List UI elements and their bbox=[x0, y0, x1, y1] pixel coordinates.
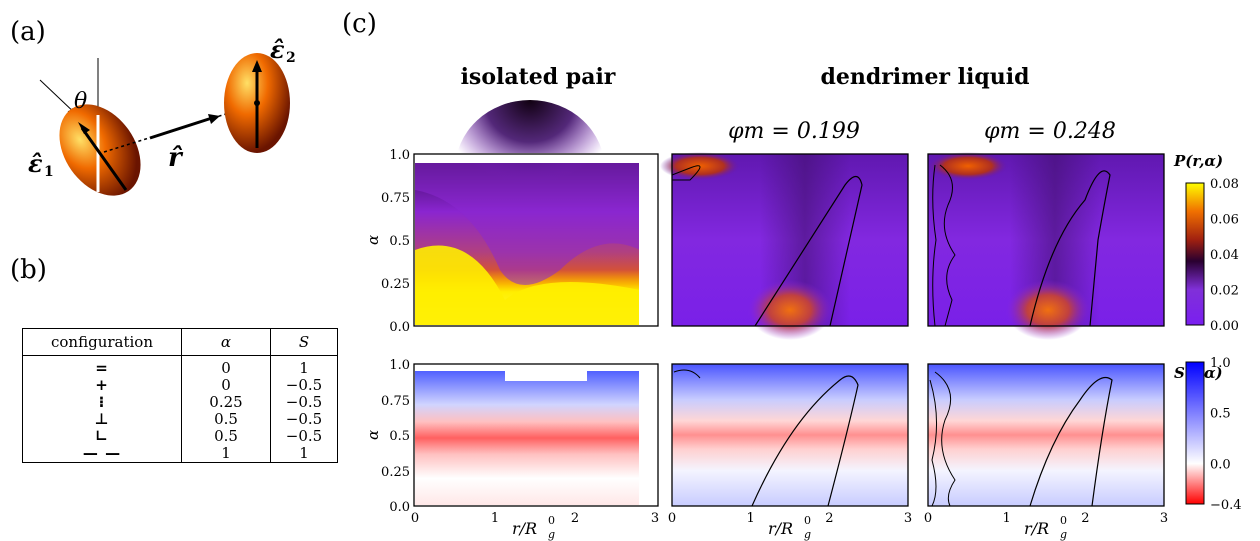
colorbar-tick: 0.5 bbox=[1210, 407, 1231, 422]
header-alpha: α bbox=[181, 328, 271, 356]
colorbar-tick: 1.0 bbox=[1210, 356, 1231, 371]
xtick-label: 3 bbox=[904, 511, 912, 526]
S-cell: 1 bbox=[270, 355, 338, 377]
xlabel-iso-text: r/R bbox=[512, 519, 537, 538]
heading-isolated: isolated pair bbox=[461, 64, 616, 90]
panel-label-a: (a) bbox=[10, 17, 46, 47]
config-glyph: ⊥ bbox=[22, 411, 182, 428]
ylabel-bottom: α bbox=[364, 430, 382, 440]
S-cell: −0.5 bbox=[270, 377, 338, 394]
alpha-cell: 1 bbox=[181, 445, 271, 463]
colorbar-tick: 0.0 bbox=[1210, 457, 1231, 472]
table-row: ⊥ 0.5 −0.5 bbox=[22, 411, 338, 428]
S-cell: −0.5 bbox=[270, 411, 338, 428]
table-row: ⁝ 0.25 −0.5 bbox=[22, 394, 338, 411]
S-cell: 1 bbox=[270, 445, 338, 463]
heatmap-phi2-P bbox=[927, 152, 1165, 340]
xtick-label: 0 bbox=[924, 511, 932, 526]
ellipsoid-1 bbox=[59, 104, 141, 196]
ytick-label: 1.0 bbox=[389, 358, 410, 373]
colorbar-S: S(r,α) −0.40.00.51.0 bbox=[1174, 356, 1242, 513]
pair-diagram: θ ε̂ 1 ε̂ 2 r̂ bbox=[28, 35, 296, 196]
heatmap-phi1-S bbox=[671, 363, 909, 507]
heatmap-phi2-S bbox=[927, 363, 1165, 507]
xtick-label: 3 bbox=[1160, 511, 1168, 526]
table-row: ∟ 0.5 −0.5 bbox=[22, 428, 338, 445]
xlabel-iso-sub: g bbox=[548, 528, 555, 541]
xtick-label: 1 bbox=[747, 511, 755, 526]
xtick-label: 2 bbox=[1081, 511, 1089, 526]
ytick-label: 0.5 bbox=[389, 234, 410, 249]
panel-label-c: (c) bbox=[342, 9, 377, 39]
eps2-label: ε̂ bbox=[270, 35, 285, 64]
alpha-cell: 0.5 bbox=[181, 428, 271, 445]
alpha-cell: 0.5 bbox=[181, 411, 271, 428]
ytick-label: 0.5 bbox=[389, 429, 410, 444]
ytick-label: 0.75 bbox=[381, 394, 410, 409]
heatmap-phi1-P bbox=[660, 152, 909, 340]
ytick-label: 0.25 bbox=[381, 277, 410, 292]
theta-label: θ bbox=[74, 89, 87, 114]
xlabel-iso-sup: 0 bbox=[548, 514, 555, 527]
xlabel-phi1-sub: g bbox=[804, 528, 811, 541]
xtick-label: 2 bbox=[825, 511, 833, 526]
header-configuration: configuration bbox=[22, 328, 182, 356]
colorbar-tick: −0.4 bbox=[1210, 498, 1242, 513]
xlabel-phi1: r/R 0 g bbox=[768, 514, 811, 541]
xlabel-iso: r/R 0 g bbox=[512, 514, 555, 541]
ytick-label: 0.75 bbox=[381, 191, 410, 206]
xtick-label: 1 bbox=[491, 511, 499, 526]
alpha-cell: 0 bbox=[181, 377, 271, 394]
xlabel-phi2-text: r/R bbox=[1024, 519, 1049, 538]
ytick-label: 1.0 bbox=[389, 148, 410, 163]
eps1-sub: 1 bbox=[44, 164, 54, 180]
header-S: S bbox=[270, 328, 338, 356]
eps1-label: ε̂ bbox=[28, 149, 43, 178]
S-cell: −0.5 bbox=[270, 428, 338, 445]
panel-label-b: (b) bbox=[10, 255, 47, 285]
S-cell: −0.5 bbox=[270, 394, 338, 411]
heatmap-iso-P bbox=[413, 100, 659, 327]
config-glyph: — — bbox=[22, 445, 182, 463]
ytick-label: 0.0 bbox=[389, 320, 410, 335]
xlabel-phi1-text: r/R bbox=[768, 519, 793, 538]
ylabel-top: α bbox=[364, 235, 382, 245]
xlabel-phi2-sup: 0 bbox=[1060, 514, 1067, 527]
table-row: + 0 −0.5 bbox=[22, 377, 338, 394]
ytick-label: 0.0 bbox=[389, 500, 410, 515]
rhat-label: r̂ bbox=[168, 143, 184, 173]
colorbar-tick: 0.02 bbox=[1210, 284, 1239, 299]
colorbar-tick: 0.06 bbox=[1210, 213, 1239, 228]
xlabel-phi1-sup: 0 bbox=[804, 514, 811, 527]
xtick-label: 2 bbox=[571, 511, 579, 526]
ytick-label: 0.25 bbox=[381, 465, 410, 480]
heading-phi1: φm = 0.199 bbox=[728, 119, 860, 144]
table-row: — — 1 1 bbox=[22, 445, 338, 463]
config-glyph: ⁝ bbox=[22, 394, 182, 411]
colorbar-tick: 0.08 bbox=[1210, 177, 1239, 192]
eps2-sub: 2 bbox=[286, 50, 296, 66]
xtick-label: 0 bbox=[411, 511, 419, 526]
configuration-table: configuration α S = 0 1 + 0 −0.5 ⁝ 0.25 … bbox=[22, 328, 338, 463]
colorbar-tick: 0.04 bbox=[1210, 248, 1239, 263]
colorbar-P: P(r,α) 0.00 0.02 0.04 0.06 0.08 bbox=[1173, 152, 1239, 334]
xtick-label: 3 bbox=[651, 511, 659, 526]
heading-liquid: dendrimer liquid bbox=[820, 64, 1029, 90]
alpha-cell: 0.25 bbox=[181, 394, 271, 411]
alpha-cell: 0 bbox=[181, 355, 271, 377]
xlabel-phi2-sub: g bbox=[1060, 528, 1067, 541]
xtick-label: 1 bbox=[1003, 511, 1011, 526]
heatmap-iso-S bbox=[413, 363, 659, 507]
config-glyph: ∟ bbox=[22, 428, 182, 445]
config-glyph: = bbox=[22, 355, 182, 377]
heading-phi2: φm = 0.248 bbox=[984, 119, 1116, 144]
table-row: = 0 1 bbox=[22, 355, 338, 377]
colorbar-tick: 0.00 bbox=[1210, 319, 1239, 334]
xlabel-phi2: r/R 0 g bbox=[1024, 514, 1067, 541]
colorbar-P-title: P(r,α) bbox=[1173, 152, 1223, 170]
config-glyph: + bbox=[22, 377, 182, 394]
xtick-label: 0 bbox=[668, 511, 676, 526]
